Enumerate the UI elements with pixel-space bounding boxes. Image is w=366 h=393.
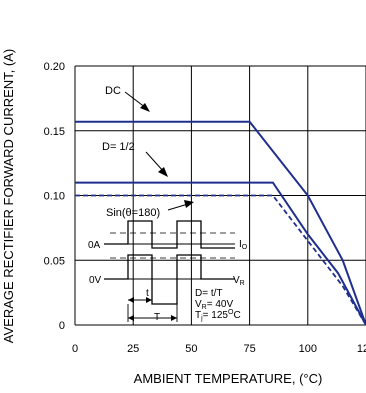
sin-arrowhead — [184, 200, 194, 208]
x-tick-label: 25 — [127, 343, 139, 355]
inset-diagram: 0A IO 0V VR t T D= t/T — [88, 220, 248, 323]
x-axis-title: AMBIENT TEMPERATURE, (°C) — [134, 371, 323, 386]
y-tick-label: 0.15 — [44, 126, 65, 138]
y-tick-label: 0.20 — [44, 61, 65, 73]
inset-t-big-head-right — [171, 315, 177, 321]
y-axis-title: AVERAGE RECTIFIER FORWARD CURRENT, (A) — [1, 49, 16, 343]
sin-label: Sin(θ=180) — [106, 207, 160, 219]
y-tick-label: 0 — [59, 320, 65, 332]
inset-vr-label: VR — [233, 275, 245, 287]
inset-duty-eq: D= t/T — [195, 288, 223, 299]
y-tick-label: 0.10 — [44, 191, 65, 203]
d-half-label: D= 1/2 — [102, 141, 135, 153]
d-half-arrowhead — [158, 167, 168, 177]
inset-vr-eq: VR= 40V — [195, 299, 233, 311]
x-tick-label: 100 — [299, 343, 317, 355]
inset-current-wave — [104, 220, 235, 249]
series-layer — [75, 120, 366, 326]
inset-t-big-label: T — [154, 312, 160, 323]
series-line-2 — [75, 194, 366, 326]
sin-arrow — [167, 203, 189, 211]
ticks: 0 25 50 75 100 125 0 0.05 0.10 0.15 0.20 — [44, 61, 366, 355]
series-line-1 — [75, 181, 366, 326]
inset-t-small-head-right — [146, 297, 152, 303]
x-tick-label: 50 — [185, 343, 197, 355]
x-tick-label: 0 — [72, 343, 78, 355]
dc-label: DC — [105, 85, 121, 97]
inset-t-small-label: t — [146, 288, 149, 299]
x-tick-label: 125 — [357, 343, 366, 355]
inset-0v-label: 0V — [89, 275, 102, 286]
inset-t-small-head-left — [128, 297, 134, 303]
series-line-0 — [75, 120, 366, 326]
inset-t-big-head-left — [128, 315, 134, 321]
y-tick-label: 0.05 — [44, 255, 65, 267]
inset-tj-eq: Tj= 125OC — [195, 309, 241, 322]
d-half-arrow — [145, 151, 165, 173]
dc-arrowhead — [140, 103, 150, 112]
dc-arrow — [124, 91, 147, 109]
x-tick-label: 75 — [243, 343, 255, 355]
inset-voltage-wave — [104, 254, 235, 305]
inset-io-label: IO — [239, 239, 248, 251]
inset-0a-label: 0A — [88, 240, 101, 251]
